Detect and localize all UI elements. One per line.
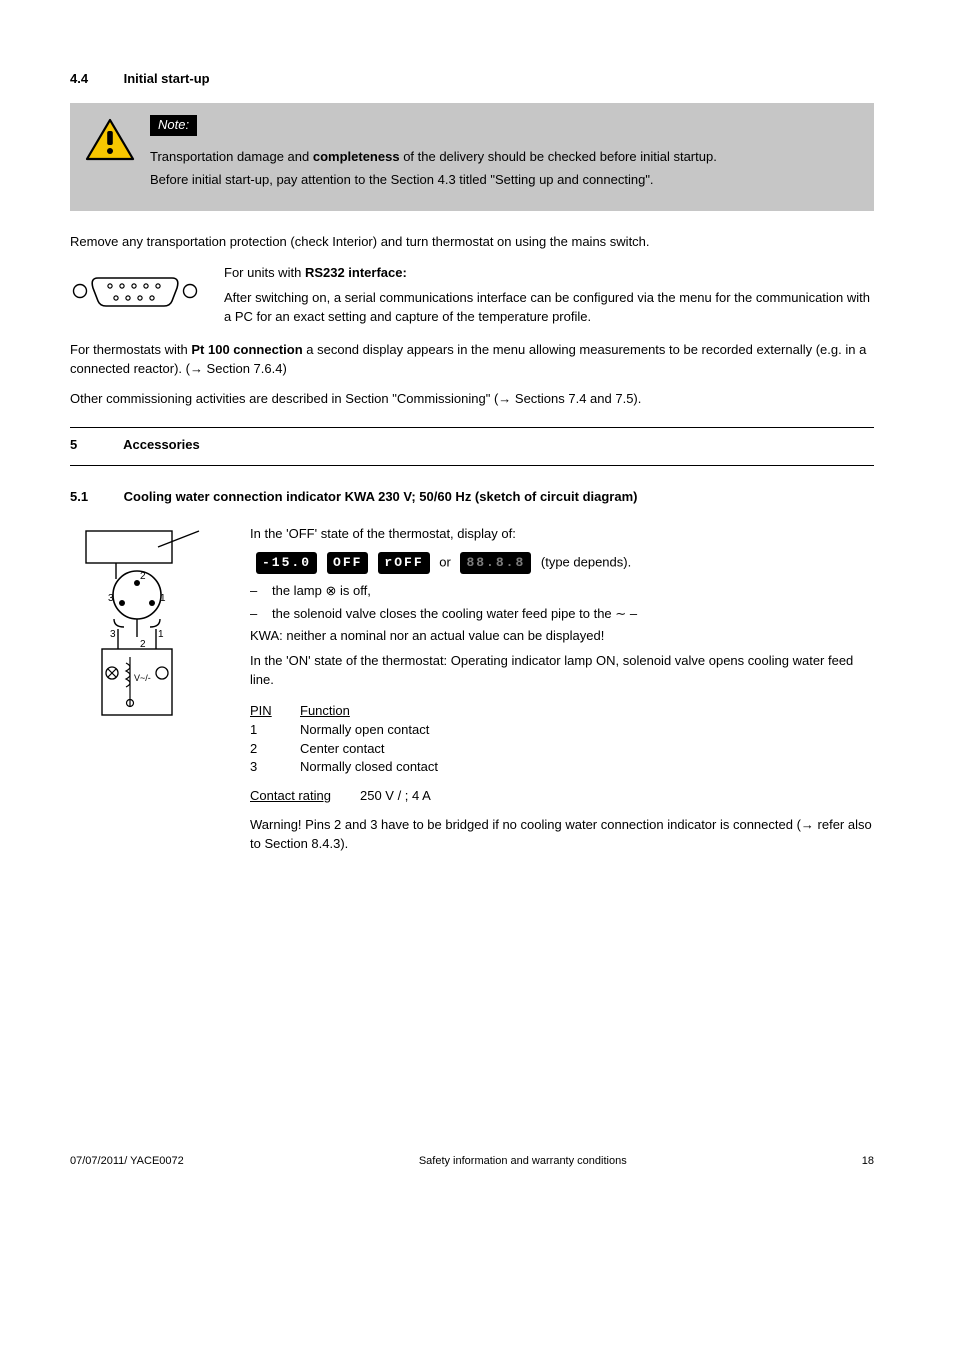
- bullet-2: – the solenoid valve closes the cooling …: [250, 605, 874, 624]
- kwa-intro: In the 'OFF' state of the thermostat, di…: [250, 525, 874, 544]
- note-label: Note:: [150, 115, 197, 136]
- section-num: 4.4: [70, 70, 120, 89]
- divider: [70, 427, 874, 428]
- rs232-row: For units with RS232 interface: After sw…: [70, 264, 874, 327]
- page-footer: 07/07/2011/ YACE0072 Safety information …: [70, 1154, 874, 1170]
- bullet-1: –the lamp ⊗ is off,: [250, 582, 874, 601]
- sub-num: 5.1: [70, 488, 120, 507]
- section-heading: 4.4 Initial start-up: [70, 70, 874, 89]
- svg-text:1: 1: [158, 629, 164, 640]
- pt100-para: For thermostats with Pt 100 connection a…: [70, 341, 874, 379]
- footer-right: 18: [862, 1154, 874, 1170]
- note-callout: Note: Transportation damage and complete…: [70, 103, 874, 212]
- svg-text:3: 3: [108, 593, 114, 604]
- callout-line2: Before initial start-up, pay attention t…: [150, 171, 860, 190]
- svg-text:3: 3: [110, 629, 116, 640]
- warning-icon: [84, 115, 136, 169]
- other-commissioning: Other commissioning activities are descr…: [70, 390, 874, 409]
- lcd-value-1: -15.0: [256, 552, 317, 574]
- lcd-value-3: rOFF: [378, 552, 429, 574]
- svg-text:1: 1: [160, 593, 166, 604]
- lcd-value-4: 88.8.8: [460, 552, 531, 574]
- startup-para1: Remove any transportation protection (ch…: [70, 233, 874, 252]
- sub-section-heading: 5.1 Cooling water connection indicator K…: [70, 488, 874, 507]
- divider: [70, 465, 874, 466]
- on-line: In the 'ON' state of the thermostat: Ope…: [250, 652, 874, 690]
- lcd-value-2: OFF: [327, 552, 368, 574]
- accessories-heading: Accessories: [123, 437, 200, 452]
- accessories-num: 5: [70, 436, 120, 455]
- circuit-diagram: 2 3 1 3 1 2 V~/-: [70, 529, 210, 729]
- svg-text:2: 2: [140, 571, 146, 582]
- footer-center: Safety information and warranty conditio…: [419, 1154, 627, 1170]
- rs232-label-line: For units with RS232 interface:: [224, 264, 874, 283]
- footer-left: 07/07/2011/ YACE0072: [70, 1154, 184, 1170]
- rs232-desc: After switching on, a serial communicati…: [224, 289, 874, 327]
- kwa-line: KWA: neither a nominal nor an actual val…: [250, 627, 874, 646]
- db9-icon: [70, 268, 200, 314]
- contact-rating: Contact rating 250 V / ; 4 A: [250, 787, 874, 806]
- section-title: Initial start-up: [124, 71, 210, 86]
- pin-table: PIN Function 1Normally open contact 2Cen…: [250, 702, 874, 777]
- lcd-row: -15.0 OFF rOFF or 88.8.8 (type depends).: [250, 550, 874, 576]
- sub-title: Cooling water connection indicator KWA 2…: [124, 489, 638, 504]
- svg-text:V~/-: V~/-: [134, 673, 151, 683]
- kwa-warning: Warning! Pins 2 and 3 have to be bridged…: [250, 816, 874, 854]
- callout-line1: Transportation damage and completeness o…: [150, 148, 860, 167]
- kwa-row: 2 3 1 3 1 2 V~/- In the: [70, 525, 874, 854]
